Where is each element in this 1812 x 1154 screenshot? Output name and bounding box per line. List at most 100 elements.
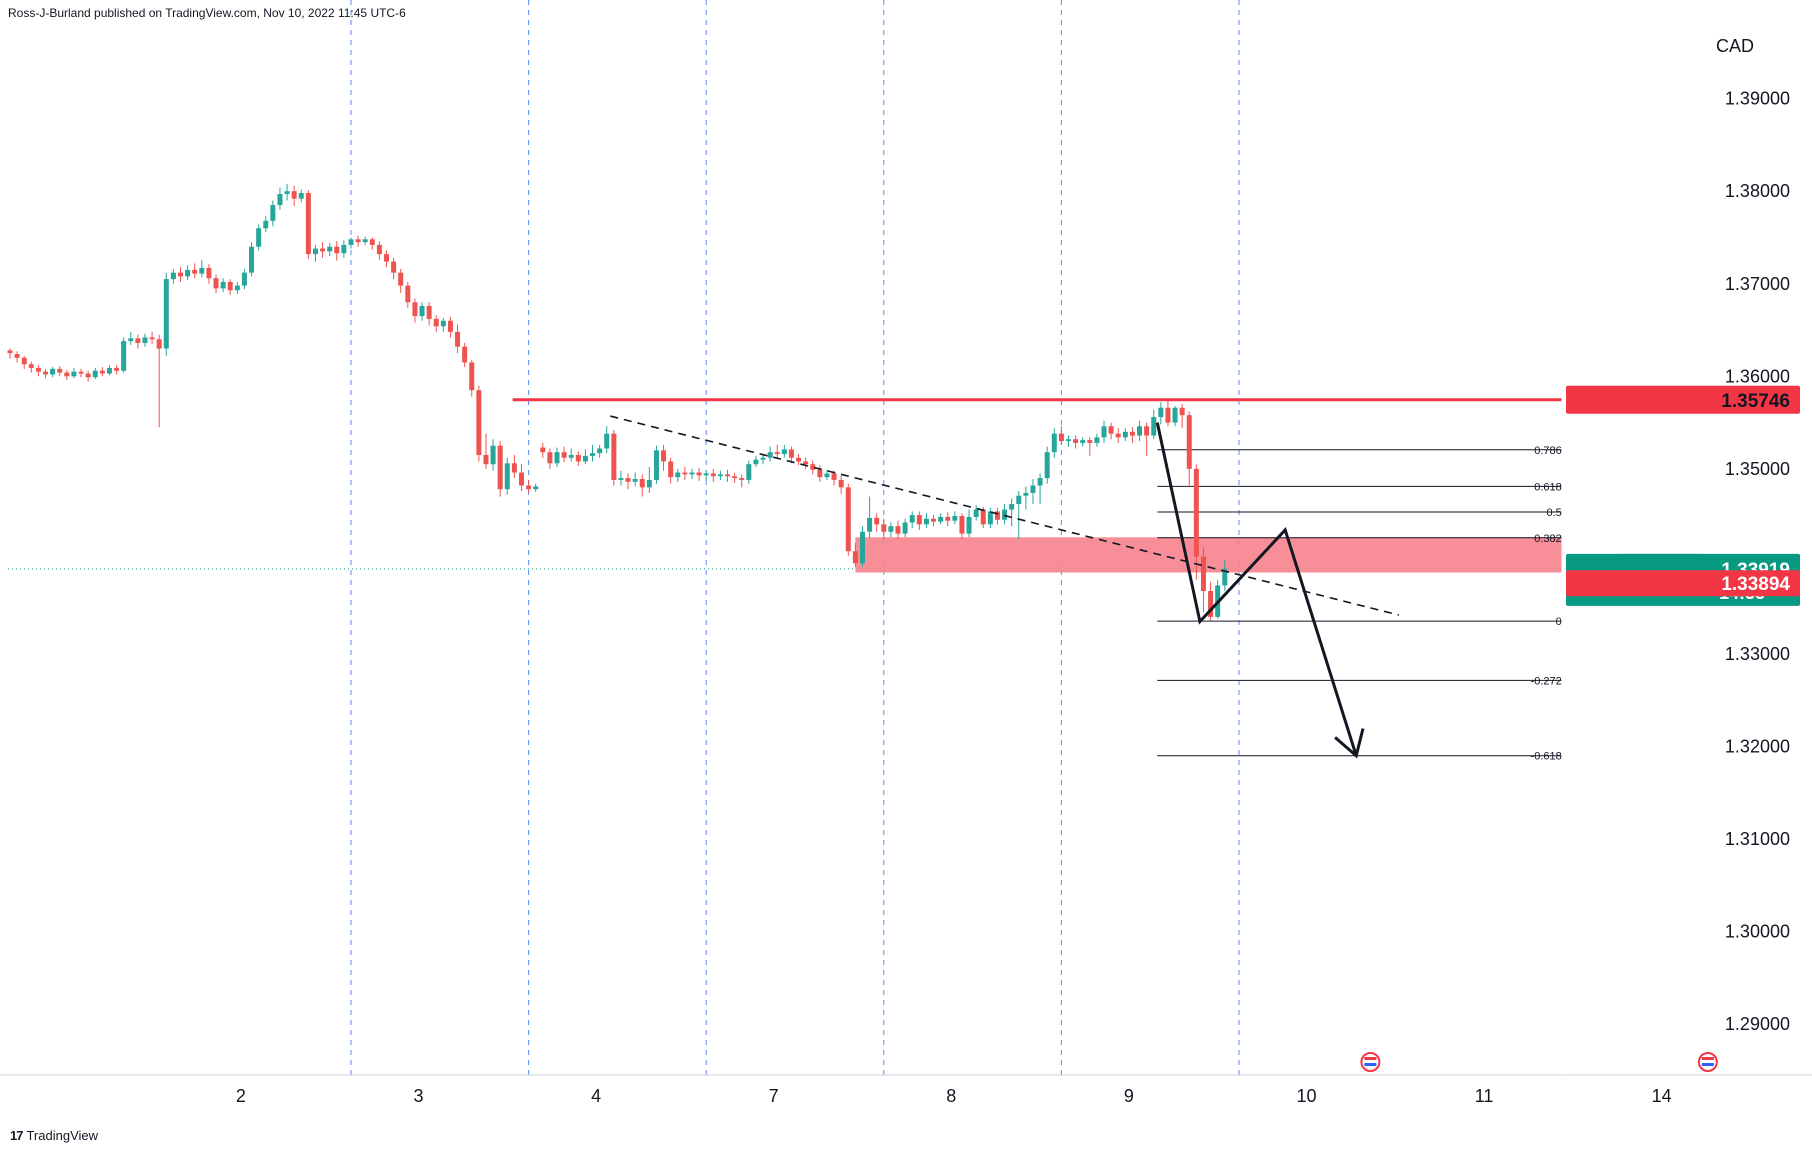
candle-body-down — [831, 473, 837, 480]
candle-body-down — [369, 239, 375, 245]
candle-body-up — [952, 516, 958, 521]
candle-body-down — [469, 362, 475, 391]
candle-body-down — [803, 461, 809, 465]
event-icon-stripe — [1701, 1063, 1714, 1066]
candle-body-down — [575, 454, 581, 462]
candle-body-up — [1044, 452, 1050, 479]
candle-body-up — [753, 459, 759, 465]
candle-body-up — [675, 472, 681, 478]
candle-body-down — [447, 320, 453, 332]
candle-body-down — [43, 371, 49, 375]
candle-body-up — [902, 522, 908, 534]
candle-body-down — [1108, 426, 1114, 434]
candle-body-down — [85, 373, 91, 378]
candle-body-up — [163, 279, 169, 349]
candle-body-down — [625, 478, 631, 482]
candle-body-down — [540, 447, 546, 453]
candle-body-up — [1037, 478, 1043, 486]
y-tick-label: 1.38000 — [1725, 181, 1790, 201]
candle-body-down — [739, 478, 745, 480]
candle-body-down — [391, 261, 397, 273]
candle-body-down — [1073, 439, 1079, 443]
trendline-dashed — [610, 415, 1400, 616]
candle-body-down — [1129, 431, 1135, 436]
candle-body-up — [263, 220, 269, 229]
y-tick-label: 1.33000 — [1725, 644, 1790, 664]
fibonacci-levels: 0.786(1.35206)0.618(1.34810)0.5(1.34533)… — [1157, 445, 1617, 763]
candle-body-up — [121, 341, 127, 371]
candle-body-up — [597, 448, 603, 454]
candle-body-up — [277, 193, 283, 206]
x-tick-label: 8 — [946, 1086, 956, 1106]
candle-body-down — [852, 551, 858, 564]
candle-body-down — [21, 357, 27, 365]
candle-body-up — [1137, 426, 1143, 436]
candle-body-up — [1172, 407, 1178, 423]
candle-body-down — [796, 457, 802, 462]
y-tick-label: 1.30000 — [1725, 922, 1790, 942]
candle-body-up — [71, 371, 77, 377]
x-tick-label: 3 — [413, 1086, 423, 1106]
candle-body-up — [1222, 568, 1228, 586]
y-tick-label: 1.29000 — [1725, 1014, 1790, 1034]
x-tick-label: 9 — [1124, 1086, 1134, 1106]
candle-body-down — [1193, 468, 1199, 557]
event-icon-stripe — [1364, 1057, 1377, 1060]
candle-body-up — [249, 246, 255, 273]
candle-body-down — [14, 354, 20, 358]
candle-body-up — [888, 526, 894, 532]
candle-body-up — [582, 455, 588, 462]
candle-body-up — [938, 516, 944, 522]
candle-body-up — [1065, 439, 1071, 442]
x-tick-label: 2 — [236, 1086, 246, 1106]
resistance-price-value: 1.35746 — [1721, 391, 1790, 412]
candle-body-up — [312, 248, 318, 255]
economic-event-icon — [1697, 1052, 1718, 1072]
projection-arrowhead — [1334, 728, 1365, 759]
candle-body-up — [867, 517, 873, 532]
tradingview-logo[interactable]: 17 TradingView — [10, 1128, 98, 1143]
candle-body-up — [590, 453, 596, 456]
candle-body-down — [916, 515, 922, 525]
y-tick-label: 1.31000 — [1725, 829, 1790, 849]
candle-body-down — [433, 318, 439, 327]
candle-body-down — [980, 509, 986, 525]
x-tick-label: 11 — [1475, 1086, 1494, 1106]
candle-body-up — [1080, 440, 1086, 443]
candle-body-down — [931, 518, 937, 522]
candle-body-down — [376, 244, 382, 255]
candle-body-up — [1051, 433, 1057, 453]
candle-body-up — [362, 239, 368, 243]
candle-body-down — [320, 248, 326, 252]
x-tick-label: 7 — [769, 1086, 779, 1106]
candle-body-down — [305, 193, 311, 255]
candle-body-up — [440, 320, 446, 327]
event-icon-ring — [1697, 1052, 1718, 1072]
candle-body-down — [518, 472, 524, 486]
event-icon-stripe — [1364, 1063, 1377, 1066]
candle-body-up — [1122, 431, 1128, 438]
candle-body-up — [1151, 417, 1157, 436]
candle-body-down — [845, 487, 851, 552]
candle-body-up — [1016, 495, 1022, 505]
resistance-price-badge — [1566, 385, 1800, 414]
y-tick-label: 1.32000 — [1725, 736, 1790, 756]
candle-body-down — [611, 433, 617, 480]
y-tick-label: 1.36000 — [1725, 366, 1790, 386]
candle-body-down — [291, 191, 297, 199]
candle-body-down — [1186, 415, 1192, 469]
candle-body-down — [881, 524, 887, 532]
projection-path — [1155, 422, 1358, 757]
candle-body-down — [838, 479, 844, 488]
candle-body-down — [874, 517, 880, 525]
candle-body-down — [35, 367, 41, 372]
candle-body-down — [639, 479, 645, 488]
candle-body-up — [703, 473, 709, 476]
candle-body-down — [661, 450, 667, 462]
candle-body-down — [895, 526, 901, 534]
candle-body-down — [1087, 440, 1093, 443]
candle-body-up — [241, 272, 247, 286]
candle-body-down — [1179, 407, 1185, 416]
candle-body-down — [476, 390, 482, 455]
